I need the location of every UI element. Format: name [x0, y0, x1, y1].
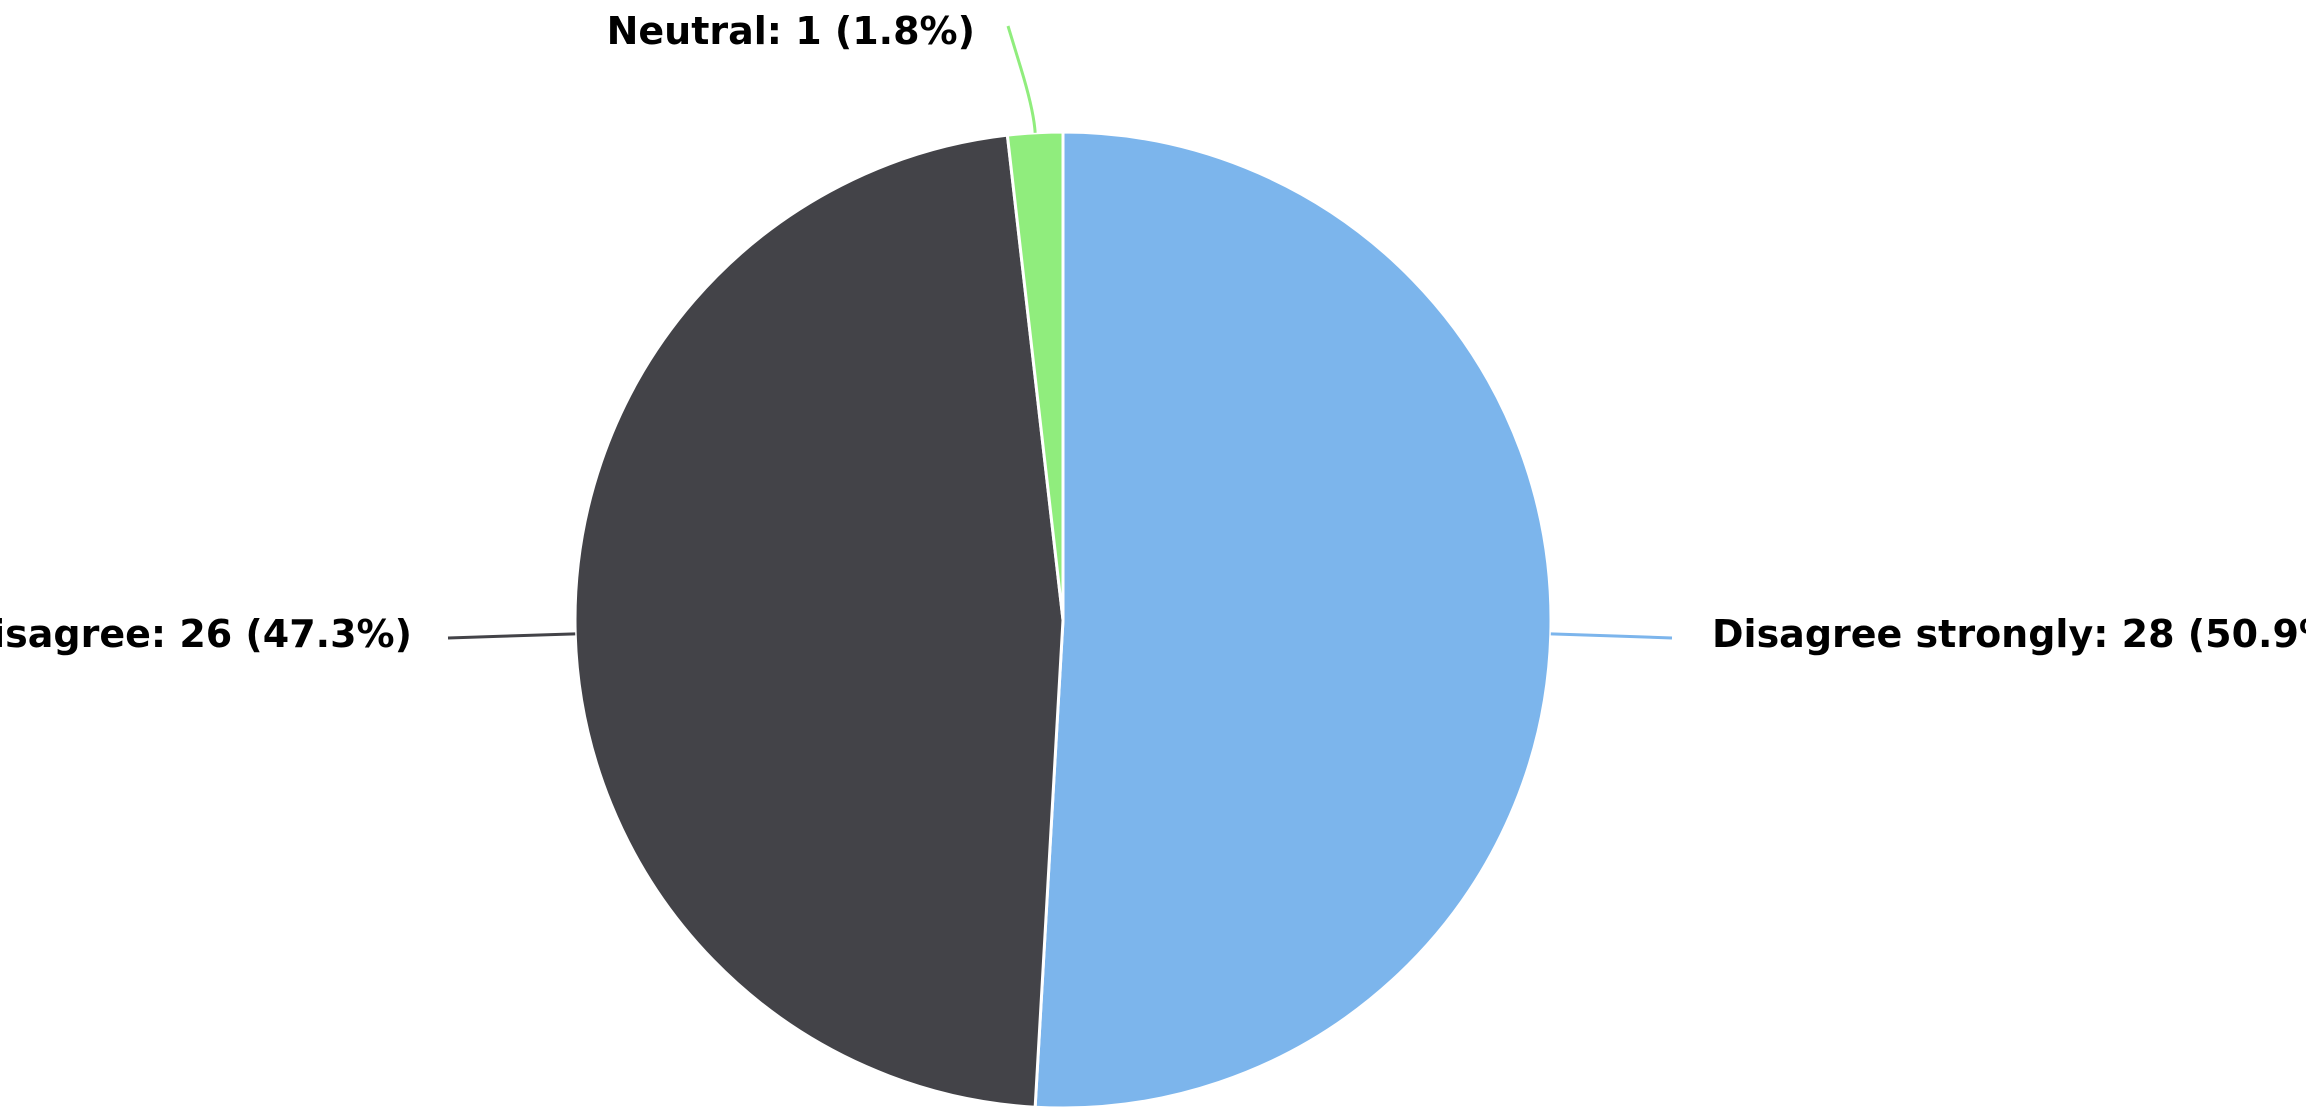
- pie-slice-disagree-strongly[interactable]: [1033, 130, 1553, 1110]
- connector-disagree: [447, 632, 576, 640]
- data-label-neutral: Neutral: 1 (1.8%): [607, 9, 975, 53]
- connector-disagree-strongly: [1550, 632, 1673, 640]
- data-label-connectors: [447, 25, 1673, 640]
- data-label-disagree-strongly: Disagree strongly: 28 (50.9%): [1712, 612, 2306, 656]
- pie-slice-disagree[interactable]: [573, 133, 1065, 1109]
- pie-slices: [573, 130, 1553, 1110]
- connector-neutral: [1006, 25, 1037, 133]
- data-label-disagree: Disagree: 26 (47.3%): [0, 612, 412, 656]
- data-labels: Disagree strongly: 28 (50.9%) Disagree: 2…: [0, 9, 2306, 656]
